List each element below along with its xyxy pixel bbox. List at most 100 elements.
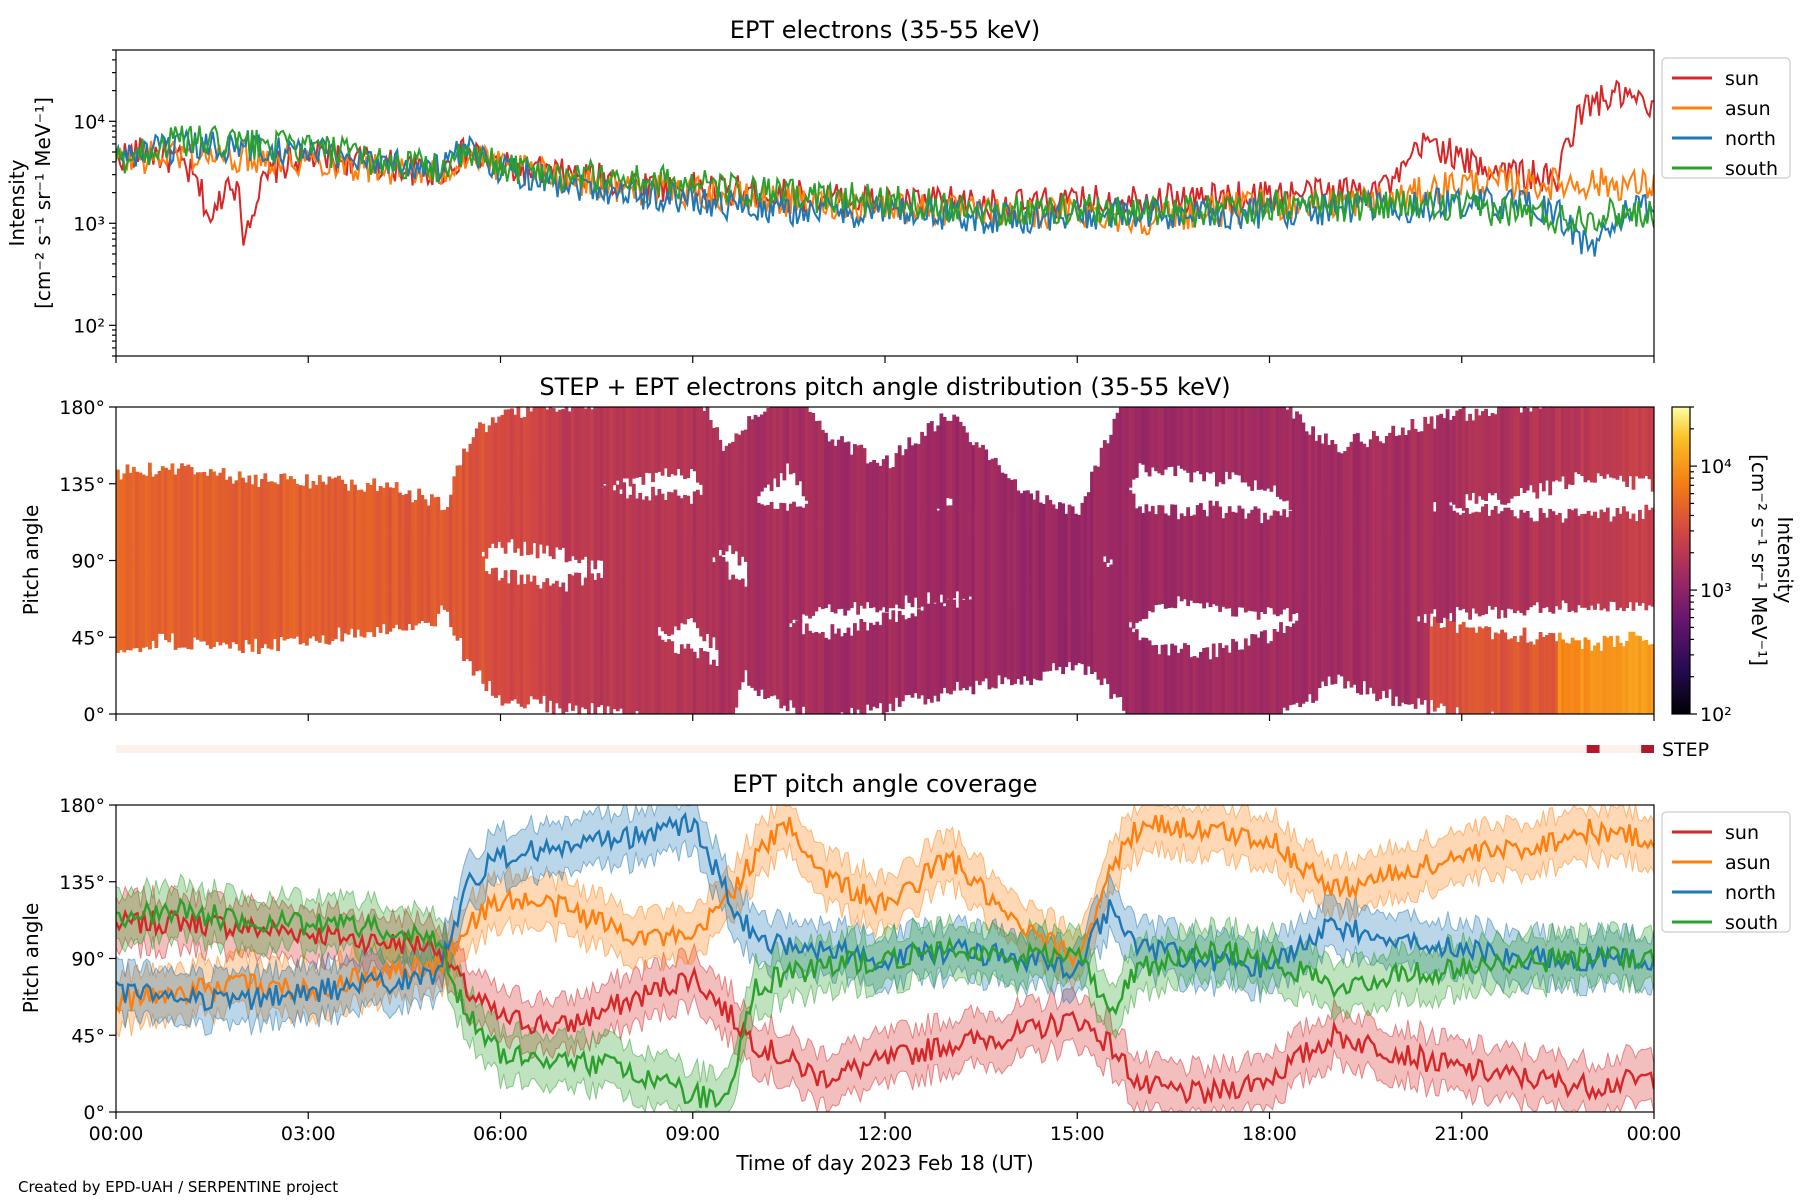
heatmap-cell xyxy=(1564,520,1569,604)
heatmap-cell xyxy=(965,596,969,691)
heatmap-cell xyxy=(949,420,953,499)
heatmap-cell xyxy=(430,504,434,580)
heatmap-cell xyxy=(1545,407,1549,481)
heatmap-cell xyxy=(567,411,572,487)
heatmap-cell xyxy=(833,633,838,714)
heatmap-cell xyxy=(1208,407,1213,474)
heatmap-cell xyxy=(241,553,245,653)
heatmap-cell xyxy=(1282,524,1287,609)
heatmap-cell xyxy=(1596,642,1601,714)
heatmap-cell xyxy=(824,528,828,609)
heatmap-cell xyxy=(977,598,982,686)
heatmap-cell xyxy=(1183,643,1187,714)
heatmap-cell xyxy=(635,638,639,711)
heatmap-cell xyxy=(301,485,306,567)
heatmap-cell xyxy=(1195,505,1200,604)
heatmap-cell xyxy=(574,407,578,498)
heatmap-cell xyxy=(1070,572,1075,671)
heatmap-cell xyxy=(1625,641,1629,714)
heatmap-cell xyxy=(1394,532,1399,624)
heatmap-cell xyxy=(744,489,748,562)
heatmap-cell xyxy=(1503,632,1508,714)
heatmap-cell xyxy=(1330,482,1335,573)
heatmap-cell xyxy=(471,575,476,676)
heatmap-cell xyxy=(362,536,367,638)
heatmap-cell xyxy=(1199,652,1203,714)
heatmap-cell xyxy=(808,630,812,714)
heatmap-cell xyxy=(452,476,457,576)
heatmap-cell xyxy=(1029,579,1033,686)
heatmap-cell xyxy=(1038,579,1043,681)
heatmap-cell xyxy=(241,477,245,568)
heatmap-cell xyxy=(885,612,889,713)
heatmap-cell xyxy=(564,457,569,563)
heatmap-cell xyxy=(734,469,739,552)
heatmap-cell xyxy=(1391,600,1396,706)
heatmap-cell xyxy=(728,638,732,714)
heatmap-cell xyxy=(1378,533,1383,626)
heatmap-cell xyxy=(542,407,546,506)
heatmap-cell xyxy=(817,420,822,525)
heatmap-cell xyxy=(551,456,556,560)
heatmap-cell xyxy=(926,518,931,591)
heatmap-cell xyxy=(583,621,588,710)
heatmap-cell xyxy=(253,474,258,573)
heatmap-cell xyxy=(891,510,896,609)
heatmap-cell xyxy=(1176,522,1181,597)
heatmap-cell xyxy=(1160,644,1165,714)
heatmap-cell xyxy=(603,562,607,664)
heatmap-cell xyxy=(1176,407,1181,466)
heatmap-cell xyxy=(1231,638,1235,714)
heatmap-cell xyxy=(1532,407,1536,493)
heatmap-cell xyxy=(1227,407,1232,480)
heatmap-cell xyxy=(1557,632,1562,714)
heatmap-cell xyxy=(167,554,172,641)
heatmap-cell xyxy=(1125,407,1130,499)
heatmap-cell xyxy=(1272,510,1277,615)
heatmap-cell xyxy=(1644,407,1649,476)
heatmap-cell xyxy=(1404,608,1408,705)
heatmap-cell xyxy=(1173,645,1178,714)
heatmap-cell xyxy=(1452,621,1456,714)
heatmap-cell xyxy=(404,494,409,580)
heatmap-cell xyxy=(1474,522,1479,614)
heatmap-cell xyxy=(1058,582,1062,667)
heatmap-cell xyxy=(984,449,989,546)
heatmap-cell xyxy=(622,407,627,479)
heatmap-cell xyxy=(1016,592,1021,680)
heatmap-cell xyxy=(1147,407,1152,477)
heatmap-cell xyxy=(1448,419,1453,503)
heatmap-cell xyxy=(1215,657,1219,714)
heatmap-cell xyxy=(1256,407,1261,490)
heatmap-cell xyxy=(1134,407,1139,478)
heatmap-cell xyxy=(1243,518,1248,596)
heatmap-cell xyxy=(1416,621,1421,699)
y-tick-label: 45° xyxy=(71,1025,105,1047)
heatmap-cell xyxy=(1269,515,1274,607)
heatmap-cell xyxy=(612,557,617,661)
heatmap-cell xyxy=(1538,521,1543,605)
heatmap-cell xyxy=(878,511,883,611)
heatmap-cell xyxy=(1080,583,1085,665)
panel1-title: EPT electrons (35-55 keV) xyxy=(730,16,1040,44)
heatmap-cell xyxy=(545,409,550,495)
heatmap-cell xyxy=(1221,648,1226,714)
heatmap-cell xyxy=(1205,516,1210,589)
heatmap-cell xyxy=(1551,511,1556,614)
heatmap-cell xyxy=(234,480,239,564)
heatmap-cell xyxy=(1362,443,1367,525)
heatmap-cell xyxy=(644,641,649,714)
heatmap-cell xyxy=(1013,522,1017,598)
heatmap-cell xyxy=(564,407,569,493)
heatmap-cell xyxy=(1500,407,1504,505)
heatmap-cell xyxy=(785,612,790,712)
heatmap-cell xyxy=(904,449,908,537)
heatmap-cell xyxy=(1381,443,1386,515)
heatmap-cell xyxy=(1346,600,1351,682)
heatmap-cell xyxy=(1134,528,1139,623)
heatmap-cell xyxy=(1343,592,1347,689)
heatmap-cell xyxy=(619,554,623,659)
heatmap-cell xyxy=(375,491,380,571)
heatmap-cell xyxy=(1381,540,1386,619)
heatmap-cell xyxy=(420,494,425,586)
